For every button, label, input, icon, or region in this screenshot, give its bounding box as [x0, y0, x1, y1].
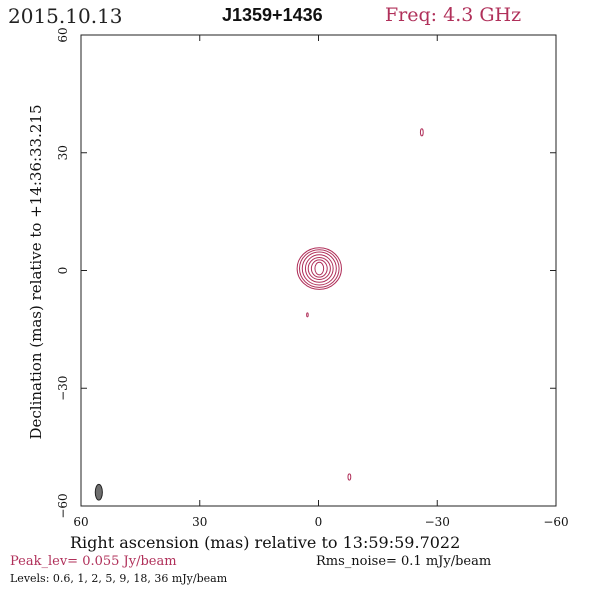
- frequency-label: Freq: 4.3 GHz: [385, 4, 522, 26]
- axis-ticks: [80, 34, 557, 507]
- emission-spot: [347, 473, 352, 481]
- core-contour: [304, 254, 334, 283]
- epoch-date: 2015.10.13: [8, 4, 123, 28]
- contour-levels: Levels: 0.6, 1, 2, 5, 9, 18, 36 mJy/beam: [10, 572, 228, 585]
- plot-frame: [80, 34, 557, 507]
- y-tick-label: 60: [56, 27, 70, 42]
- rms-noise: Rms_noise= 0.1 mJy/beam: [316, 554, 492, 569]
- core-contour: [296, 247, 342, 290]
- contour-map: [94, 128, 424, 501]
- core-contour: [307, 257, 331, 281]
- core-contour: [299, 249, 340, 288]
- y-axis-label: Declination (mas) relative to +14:36:33.…: [27, 104, 45, 440]
- y-tick-label: −60: [56, 493, 70, 518]
- x-tick-label: 30: [192, 515, 207, 529]
- source-name: J1359+1436: [222, 5, 323, 25]
- x-tick-label: 0: [315, 515, 323, 529]
- beam-ellipse: [94, 483, 103, 501]
- emission-spot: [306, 312, 309, 318]
- x-axis-label: Right ascension (mas) relative to 13:59:…: [70, 533, 461, 552]
- emission-spot: [419, 128, 424, 137]
- x-tick-label: −30: [425, 515, 450, 529]
- core-contour: [301, 251, 337, 286]
- y-tick-label: 0: [56, 267, 70, 275]
- peak-level: Peak_lev= 0.055 Jy/beam: [10, 554, 177, 569]
- x-tick-label: 60: [73, 515, 88, 529]
- y-tick-label: 30: [56, 145, 70, 160]
- core-contour: [314, 261, 325, 276]
- y-tick-label: −30: [56, 376, 70, 401]
- core-contour: [310, 259, 328, 278]
- x-tick-label: −60: [543, 515, 568, 529]
